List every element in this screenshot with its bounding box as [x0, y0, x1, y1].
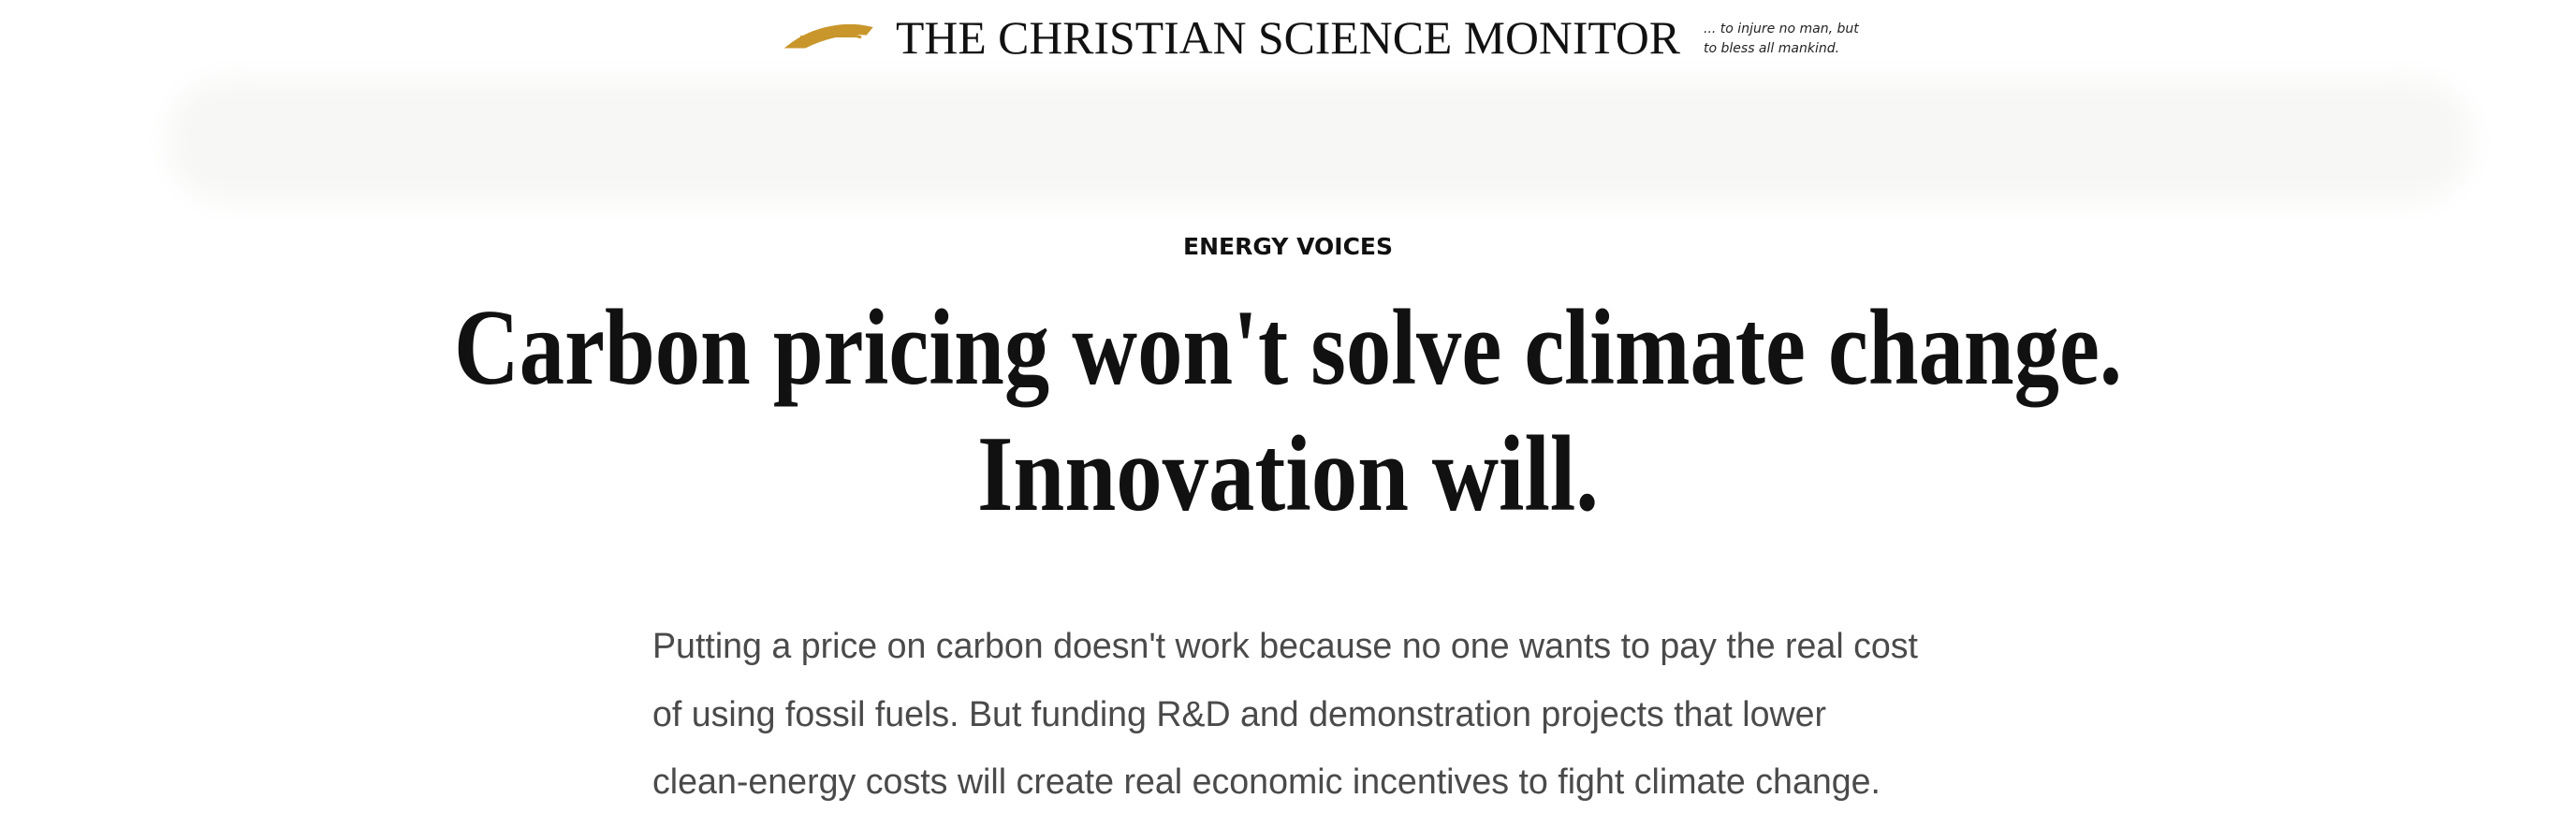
section-label[interactable]: ENERGY VOICES	[1183, 233, 1393, 260]
summary-line: of using fossil fuels. But funding R&D a…	[652, 695, 1826, 734]
headline: Carbon pricing won't solve climate chang…	[454, 288, 2122, 408]
masthead-shadow	[168, 80, 2471, 201]
logo-icon[interactable]	[783, 24, 873, 49]
masthead-title[interactable]: THE CHRISTIAN SCIENCE MONITOR	[896, 11, 1681, 64]
summary-line: clean-energy costs will create real econ…	[652, 762, 1881, 802]
tagline: ... to injure no man, but	[1704, 22, 1859, 36]
tagline: to bless all mankind.	[1704, 41, 1839, 56]
summary-line: Putting a price on carbon doesn't work b…	[652, 627, 1918, 666]
headline: Innovation will.	[977, 414, 1599, 534]
logo[interactable]	[783, 24, 873, 49]
